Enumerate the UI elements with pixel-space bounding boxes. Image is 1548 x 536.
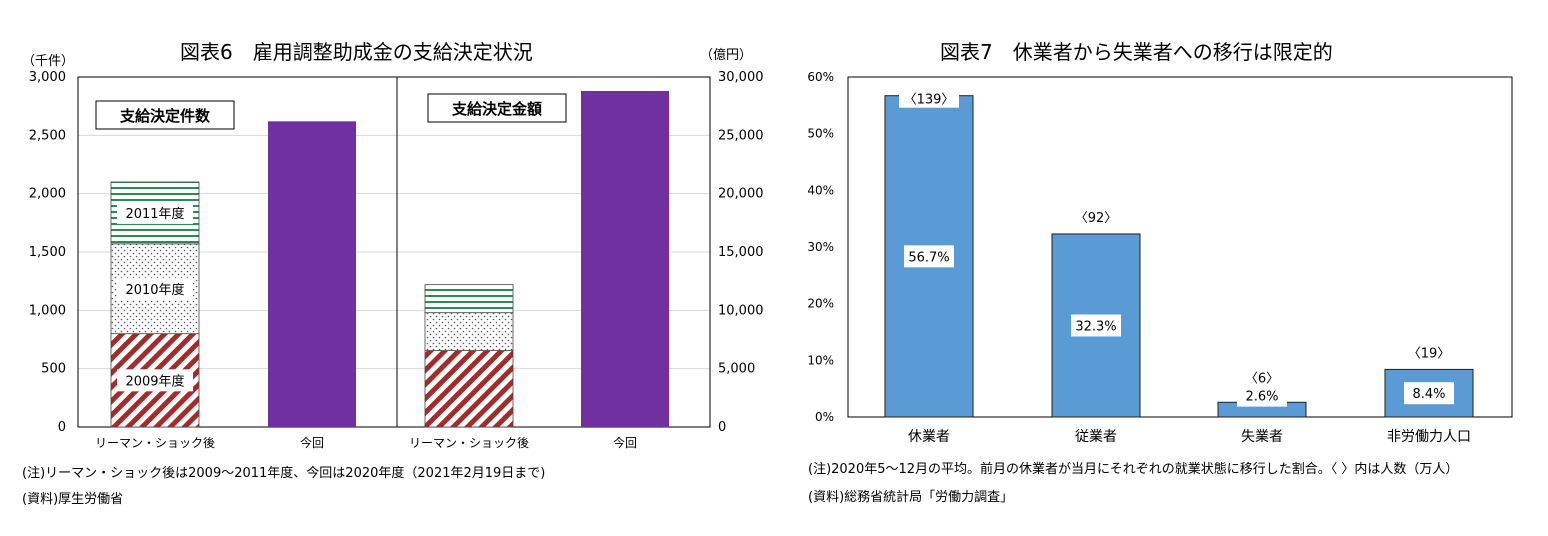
value-label: 8.4% [1412, 387, 1445, 402]
chart6-right-unit: （億円） [700, 48, 753, 63]
chart7-note-1: (注)2020年5～12月の平均。前月の休業者が当月にそれぞれの就業状態に移行し… [808, 462, 1459, 477]
chart7-plot: 0% 10% 20% 30% 40% 50% 60% 56.7% 〈139〉休業者 32.3% 〈… [807, 70, 1513, 445]
y-tick-label: 30% [807, 240, 834, 254]
category-label: リーマン・ショック後 [95, 436, 215, 450]
y-tick-label: 40% [807, 183, 834, 197]
left-tick-label: 500 [41, 362, 66, 377]
segment-label: 2009年度 [125, 373, 184, 389]
left-tick-label: 1,500 [29, 245, 66, 260]
panel-label: 支給決定件数 [119, 107, 211, 125]
plot-frame [77, 76, 711, 428]
left-tick-label: 3,000 [29, 70, 66, 85]
category-label: 非労働力人口 [1387, 429, 1471, 445]
category-label: 従業者 [1075, 429, 1117, 445]
left-tick-label: 2,000 [29, 187, 66, 202]
panel-label-box [427, 93, 567, 123]
right-tick-label: 25,000 [718, 128, 764, 143]
chart6-note-2: (資料)厚生労働省 [22, 492, 124, 507]
current-bar [268, 121, 356, 427]
stacked-bar-segment [424, 284, 514, 314]
category-label: 失業者 [1241, 429, 1283, 445]
stacked-bar-segment [424, 350, 514, 428]
value-label-bg [904, 245, 954, 268]
panel-label: 支給決定金額 [451, 100, 542, 118]
current-bar [581, 91, 669, 427]
count-label: 〈92〉 [1075, 211, 1118, 226]
value-label-bg [1071, 314, 1121, 337]
right-tick-label: 30,000 [718, 70, 764, 85]
y-tick-label: 60% [807, 70, 834, 84]
chart6-plot: 0 500 1,000 1,500 2,000 2,500 3,000 0 5,000 10,00… [29, 70, 764, 450]
right-tick-label: 20,000 [718, 187, 764, 202]
chart7-title: 図表7 休業者から失業者への移行は限定的 [940, 40, 1333, 64]
chart7-note-2: (資料)総務省統計局「労働力調査」 [808, 490, 1014, 505]
right-tick-label: 15,000 [718, 245, 764, 260]
value-label: 56.7% [908, 250, 949, 265]
value-label: 32.3% [1075, 319, 1116, 334]
value-label-bg [1237, 384, 1287, 407]
y-tick-label: 20% [807, 297, 834, 311]
category-label: 今回 [300, 435, 324, 450]
segment-label: 2010年度 [125, 282, 184, 298]
count-label: 〈139〉 [904, 93, 955, 108]
right-tick-label: 10,000 [718, 303, 764, 318]
segment-label-bg [117, 369, 193, 392]
value-label-bg [1404, 382, 1454, 405]
y-tick-label: 0% [815, 410, 834, 424]
segment-label-bg [117, 201, 193, 224]
count-label: 〈6〉 [1245, 371, 1279, 386]
category-label: 今回 [613, 435, 637, 450]
segment-label: 2011年度 [125, 206, 184, 222]
count-label: 〈19〉 [1408, 346, 1451, 361]
stacked-bar-segment [424, 312, 514, 351]
panel-label-box [95, 100, 235, 130]
category-label: リーマン・ショック後 [409, 436, 529, 450]
chart6-left-unit: （千件） [22, 54, 75, 69]
left-tick-label: 2,500 [29, 128, 66, 143]
plot-frame [847, 76, 1513, 418]
top-label-bg [899, 89, 959, 108]
y-tick-label: 50% [807, 127, 834, 141]
right-tick-label: 5,000 [718, 362, 755, 377]
chart6-title: 図表6 雇用調整助成金の支給決定状況 [180, 40, 533, 64]
left-tick-label: 1,000 [29, 303, 66, 318]
chart6-note-1: (注)リーマン・ショック後は2009～2011年度、今回は2020年度（2021… [22, 466, 546, 481]
left-tick-label: 0 [58, 420, 66, 435]
right-tick-label: 0 [718, 420, 726, 435]
category-label: 休業者 [908, 429, 950, 445]
y-tick-label: 10% [807, 353, 834, 367]
value-label: 2.6% [1245, 390, 1278, 405]
segment-label-bg [117, 277, 193, 300]
